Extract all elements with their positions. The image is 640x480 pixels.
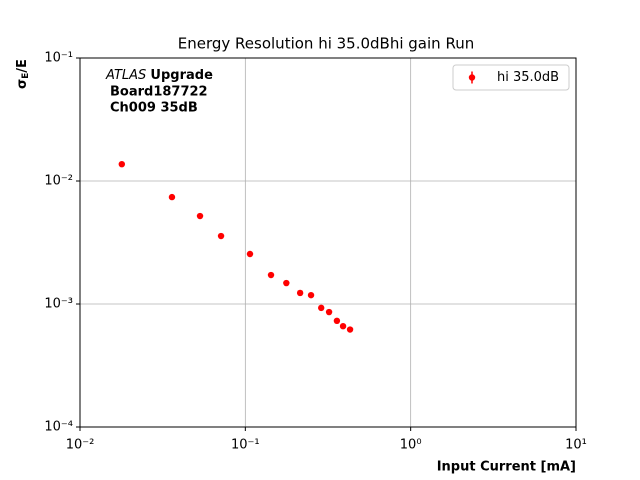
y-label-symbol: σ	[15, 79, 30, 89]
annotation-italic: ATLAS	[105, 68, 146, 83]
data-point	[283, 279, 290, 287]
data-point	[246, 250, 254, 258]
legend-marker	[468, 74, 476, 81]
y-tick-label: 10⁻¹	[44, 51, 73, 66]
annotation-line: Board187722	[110, 85, 208, 100]
x-tick-label: 10⁻²	[66, 438, 95, 453]
data-point	[333, 317, 341, 325]
y-tick-label: 10⁻²	[44, 174, 73, 189]
data-point	[296, 289, 304, 297]
annotation-bold: Upgrade	[150, 68, 213, 83]
plot-frame	[79, 57, 577, 428]
data-point	[318, 304, 325, 312]
y-axis-label: σE/E	[15, 59, 31, 89]
data-point	[168, 193, 176, 201]
y-tick-label: 10⁻³	[44, 297, 73, 312]
legend-box	[452, 64, 570, 91]
y-tick-label: 10⁻⁴	[44, 420, 73, 435]
y-label-rest: /E	[15, 59, 30, 73]
annotation: ATLAS Upgrade	[105, 68, 213, 83]
data-point	[307, 291, 315, 299]
data-point	[267, 271, 275, 279]
data-point	[339, 322, 347, 330]
annotation-line: Ch009 35dB	[110, 101, 198, 116]
data-point	[346, 326, 354, 333]
data-point	[118, 160, 126, 168]
y-label-subscript: E	[21, 73, 31, 79]
x-axis-label: Input Current [mA]	[437, 460, 576, 475]
data-point	[196, 212, 204, 220]
x-tick-label: 10⁻¹	[231, 438, 260, 453]
x-tick-label: 10¹	[565, 438, 587, 453]
chart-title: Energy Resolution hi 35.0dBhi gain Run	[178, 35, 474, 53]
legend-label: hi 35.0dB	[497, 70, 559, 85]
x-tick-label: 10⁰	[400, 438, 422, 453]
data-point	[325, 308, 333, 316]
data-point	[217, 232, 225, 240]
